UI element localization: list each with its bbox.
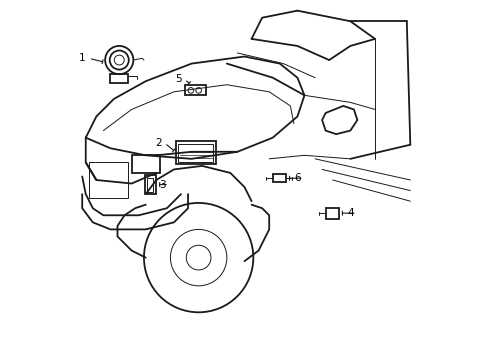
Text: 4: 4 (346, 208, 353, 218)
Bar (184, 85, 205, 95)
Bar (145, 175, 156, 194)
Bar (146, 177, 153, 192)
Bar (175, 141, 216, 164)
Text: 1: 1 (79, 53, 85, 63)
Bar (272, 174, 285, 183)
Text: 3: 3 (159, 180, 165, 190)
Text: 5: 5 (175, 74, 181, 84)
Bar (178, 144, 213, 162)
Text: 6: 6 (293, 173, 300, 183)
Text: 2: 2 (154, 138, 161, 148)
Bar (325, 207, 338, 219)
